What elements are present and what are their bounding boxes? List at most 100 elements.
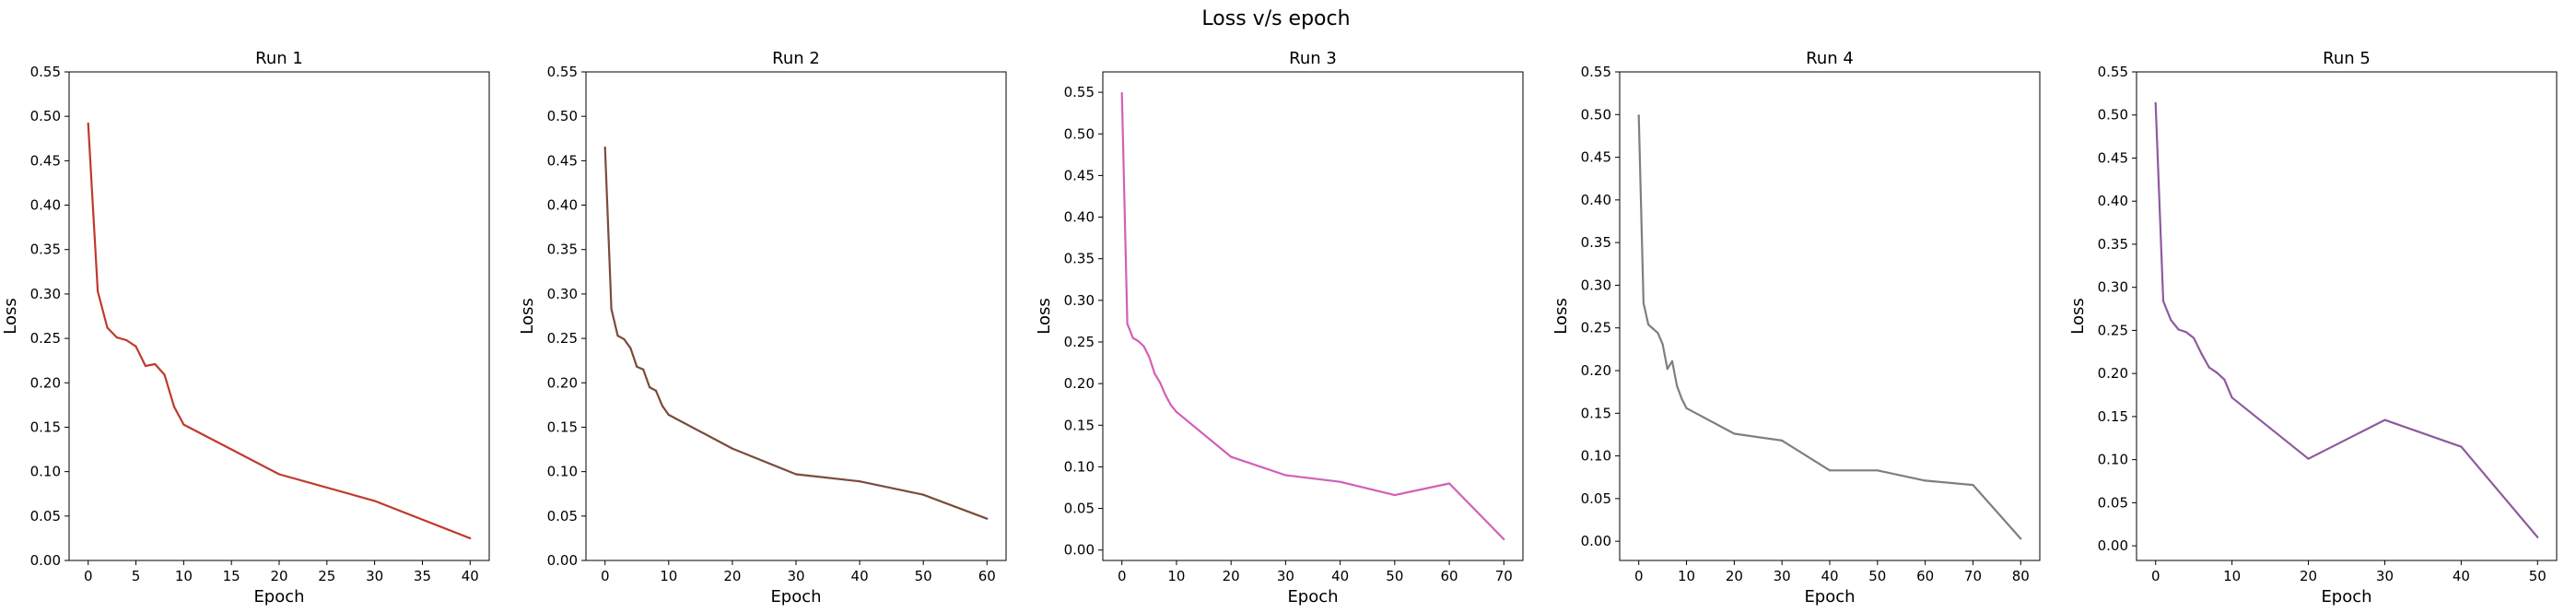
data-point	[154, 362, 157, 366]
data-point	[629, 347, 632, 349]
x-tick-label: 20	[2300, 568, 2317, 584]
data-point	[623, 338, 626, 341]
y-tick-label: 0.20	[2098, 365, 2128, 382]
data-point	[1126, 323, 1129, 325]
data-point	[1169, 404, 1173, 407]
x-tick-label: 35	[414, 568, 431, 584]
data-point	[1153, 372, 1156, 375]
y-axis-label: Loss	[1, 298, 20, 334]
y-axis-label: Loss	[518, 298, 537, 334]
subplot-title: Run 3	[1289, 49, 1337, 68]
series-line-run-4	[1637, 115, 2022, 540]
series-line-run-2	[603, 147, 988, 520]
x-tick-label: 30	[366, 568, 383, 584]
x-tick-label: 0	[601, 568, 610, 584]
y-tick-label: 0.15	[2098, 408, 2128, 425]
y-tick-label: 0.30	[1064, 292, 1095, 309]
plot-frame	[585, 71, 1007, 561]
data-point	[1652, 327, 1655, 330]
x-tick-label: 10	[1678, 568, 1695, 584]
y-tick-label: 0.50	[30, 108, 61, 124]
x-tick-label: 20	[1223, 568, 1240, 584]
x-tick-label: 40	[2453, 568, 2470, 584]
y-tick-label: 0.20	[1581, 362, 1611, 379]
x-tick-label: 0	[1634, 568, 1644, 584]
data-point	[649, 386, 651, 389]
data-point	[1448, 482, 1451, 485]
y-tick-label: 0.55	[1064, 84, 1095, 100]
data-point	[1284, 474, 1287, 477]
y-tick-label: 0.05	[547, 508, 578, 525]
data-point	[2161, 300, 2165, 302]
data-point	[636, 365, 638, 368]
y-tick-label: 0.20	[1064, 375, 1095, 392]
data-point	[794, 473, 798, 476]
y-tick-label: 0.00	[2098, 537, 2128, 554]
data-point	[661, 405, 664, 407]
data-point	[1159, 382, 1162, 384]
data-point	[610, 308, 613, 311]
y-tick-label: 0.50	[2098, 107, 2128, 124]
y-tick-label: 0.55	[2098, 64, 2128, 80]
y-tick-label: 0.10	[547, 464, 578, 480]
y-tick-label: 0.25	[2098, 322, 2128, 338]
y-tick-label: 0.40	[547, 197, 578, 214]
data-point	[2184, 331, 2187, 334]
data-point	[135, 345, 137, 348]
y-tick-label: 0.30	[2098, 279, 2128, 296]
data-point	[2460, 445, 2463, 448]
data-point	[1137, 340, 1140, 343]
x-tick-label: 50	[915, 568, 932, 584]
data-point	[2170, 319, 2172, 322]
data-point	[1637, 114, 1640, 117]
data-point	[1685, 407, 1688, 409]
y-tick-label: 0.45	[1064, 167, 1095, 183]
data-point	[1924, 479, 1926, 482]
y-tick-label: 0.45	[547, 152, 578, 169]
data-point	[1339, 480, 1341, 483]
data-point	[1657, 332, 1659, 335]
data-point	[87, 122, 89, 124]
x-tick-label: 60	[1916, 568, 1934, 584]
data-point	[922, 493, 925, 496]
y-tick-label: 0.15	[1064, 417, 1095, 433]
x-tick-label: 25	[318, 568, 335, 584]
x-tick-label: 30	[2376, 568, 2394, 584]
x-tick-label: 40	[1821, 568, 1838, 584]
data-point	[1148, 356, 1151, 359]
series-line-run-5	[2154, 102, 2539, 538]
y-tick-label: 0.40	[1064, 209, 1095, 226]
y-axis-label: Loss	[1551, 298, 1571, 334]
y-tick-label: 0.10	[30, 464, 61, 480]
data-point	[2216, 371, 2219, 374]
x-tick-label: 10	[1167, 568, 1185, 584]
chart-panel-5: 0 10 20 30 40 50 0.00 0.05 0.10 0.15 0.20 0.25 0.30 0…	[2068, 49, 2558, 607]
x-axis-label: Epoch	[1804, 587, 1855, 607]
data-point	[642, 368, 645, 371]
x-tick-label: 10	[660, 568, 677, 584]
y-tick-label: 0.25	[1064, 334, 1095, 350]
data-point	[1828, 469, 1832, 472]
y-tick-label: 0.05	[2098, 494, 2128, 511]
chart-panel-3: 0 10 20 30 40 50 60 70 0.00 0.05 0.10 0.15 0.20 0.25 0…	[1035, 49, 1524, 607]
data-point	[1647, 323, 1650, 326]
data-point	[115, 336, 118, 339]
data-point	[1733, 432, 1736, 435]
y-tick-label: 0.25	[547, 330, 578, 347]
data-point	[859, 480, 861, 483]
y-tick-label: 0.05	[1064, 501, 1095, 517]
y-tick-label: 0.50	[1581, 106, 1611, 123]
x-tick-label: 30	[1277, 568, 1294, 584]
x-tick-label: 20	[723, 568, 741, 584]
data-point	[163, 373, 166, 376]
data-point	[731, 447, 734, 450]
y-tick-label: 0.40	[1581, 192, 1611, 208]
y-tick-label: 0.05	[30, 508, 61, 525]
x-tick-label: 0	[1118, 568, 1127, 584]
y-tick-label: 0.40	[2098, 193, 2128, 209]
x-tick-label: 40	[462, 568, 479, 584]
data-point	[654, 389, 658, 392]
chart-panel-2: 0 10 20 30 40 50 60 0.00 0.05 0.10 0.15 0.20 0.25 0.3…	[518, 49, 1007, 607]
y-tick-label: 0.30	[30, 286, 61, 302]
